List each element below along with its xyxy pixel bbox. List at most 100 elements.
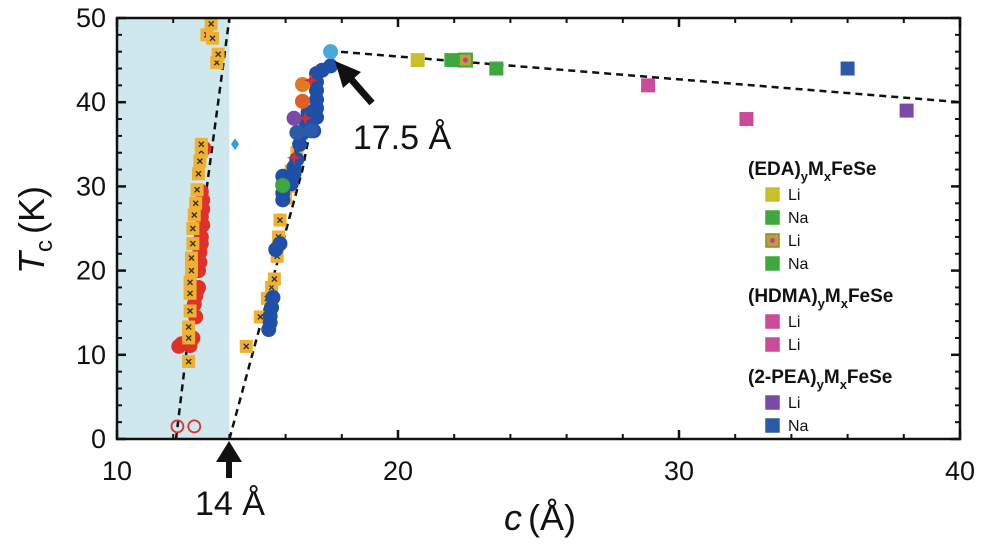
data-point-cross <box>215 51 222 58</box>
legend: (EDA)yMxFeSeLiNaLiNa(HDMA)yMxFeSeLiLi(2-… <box>748 159 893 435</box>
data-point <box>184 264 198 278</box>
data-point <box>739 112 754 127</box>
legend-swatch <box>765 418 780 433</box>
legend-title-part: FeSe <box>847 367 892 388</box>
legend-item-label: Na <box>788 210 809 227</box>
trend-lines <box>174 17 961 440</box>
data-point <box>182 355 196 369</box>
x-tick-label: 20 <box>383 456 413 486</box>
data-point <box>840 61 855 76</box>
legend-group-title: (EDA)yMxFeSe <box>748 159 877 184</box>
data-point <box>204 17 218 31</box>
data-point <box>183 304 197 318</box>
data-point-cross <box>276 217 283 224</box>
data-point <box>187 419 202 434</box>
shaded-region <box>117 18 230 439</box>
arrow-17-5 <box>335 61 375 106</box>
y-tick-label: 30 <box>76 171 106 201</box>
data-point <box>289 151 305 167</box>
y-axis-title: Tc (K) <box>11 186 58 274</box>
legend-swatch <box>765 395 780 410</box>
legend-group-title: (HDMA)yMxFeSe <box>748 286 893 311</box>
legend-title-part: FeSe <box>848 286 893 307</box>
data-point <box>193 154 207 168</box>
data-point <box>206 31 220 45</box>
legend-title-part: M <box>808 159 824 180</box>
data-point-cross <box>188 254 195 261</box>
data-point <box>239 339 253 353</box>
legend-title-part: x <box>841 296 849 311</box>
x-tick-label: 10 <box>102 456 132 486</box>
data-point-cross <box>185 358 192 365</box>
y-axis-unit: (K) <box>11 186 52 234</box>
legend-swatch <box>765 256 780 271</box>
data-point-cross <box>187 279 194 286</box>
legend-title-part: M <box>824 367 840 388</box>
y-tick-label: 20 <box>76 256 106 286</box>
data-point-cross <box>188 267 195 274</box>
data-point-cross <box>194 186 201 193</box>
legend-item-label: Li <box>788 337 800 354</box>
data-point-cross <box>196 158 203 165</box>
data-point <box>231 138 240 151</box>
data-point <box>265 290 281 306</box>
data-point <box>286 110 302 126</box>
legend-title-part: M <box>825 286 841 307</box>
data-point <box>287 150 301 165</box>
legend-swatch <box>765 210 780 225</box>
data-points <box>170 17 914 434</box>
data-point <box>273 213 287 227</box>
data-point <box>303 123 319 139</box>
data-point <box>186 222 200 235</box>
data-point-cross <box>192 200 199 207</box>
legend-title-part: x <box>824 169 832 184</box>
data-point-cross <box>257 313 264 320</box>
legend-title-part: FeSe <box>831 159 876 180</box>
data-point <box>189 196 203 210</box>
x-axis-var: c <box>504 497 522 538</box>
data-point <box>641 78 656 93</box>
data-point-cross <box>187 308 194 315</box>
data-point <box>184 251 198 265</box>
data-point <box>899 103 914 118</box>
data-point <box>444 53 459 68</box>
data-point-cross <box>189 240 196 247</box>
data-point <box>183 286 197 300</box>
data-point-cross <box>213 59 220 66</box>
data-point <box>182 320 196 334</box>
y-tick-label: 10 <box>76 340 106 370</box>
data-point <box>303 73 318 88</box>
data-point <box>211 47 225 61</box>
data-point <box>191 167 205 181</box>
data-point-cross <box>187 290 194 297</box>
data-point <box>410 53 425 68</box>
data-point <box>182 331 196 345</box>
data-point-dot <box>462 57 468 63</box>
data-point <box>186 237 200 251</box>
data-point-cross <box>185 334 192 341</box>
legend-title-part: y <box>817 377 825 392</box>
y-tick-label: 0 <box>91 424 106 454</box>
legend-item-label: Na <box>788 256 809 273</box>
y-tick-label: 40 <box>76 87 106 117</box>
data-point <box>187 208 201 222</box>
legend-item-label: Li <box>788 233 800 250</box>
legend-swatch <box>765 187 780 202</box>
data-point-cross <box>198 141 205 148</box>
data-point <box>289 125 305 141</box>
data-point-cross <box>209 35 216 42</box>
x-axis-unit: (Å) <box>528 497 576 538</box>
y-axis-var: T <box>11 249 52 274</box>
data-point <box>275 178 291 194</box>
legend-title-part: (2-PEA) <box>748 367 817 388</box>
data-point <box>489 61 504 76</box>
legend-title-part: x <box>840 377 848 392</box>
data-point-cross <box>189 225 196 232</box>
legend-swatch <box>765 337 780 352</box>
legend-group-title: (2-PEA)yMxFeSe <box>748 367 892 392</box>
legend-title-part: y <box>801 169 809 184</box>
data-point <box>272 236 288 252</box>
x-tick-label: 30 <box>664 456 694 486</box>
data-point-cross <box>268 284 275 291</box>
